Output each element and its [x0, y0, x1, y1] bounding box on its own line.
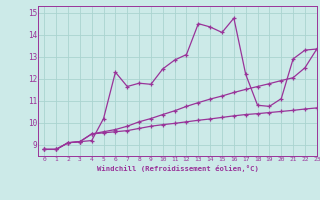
X-axis label: Windchill (Refroidissement éolien,°C): Windchill (Refroidissement éolien,°C) — [97, 165, 259, 172]
